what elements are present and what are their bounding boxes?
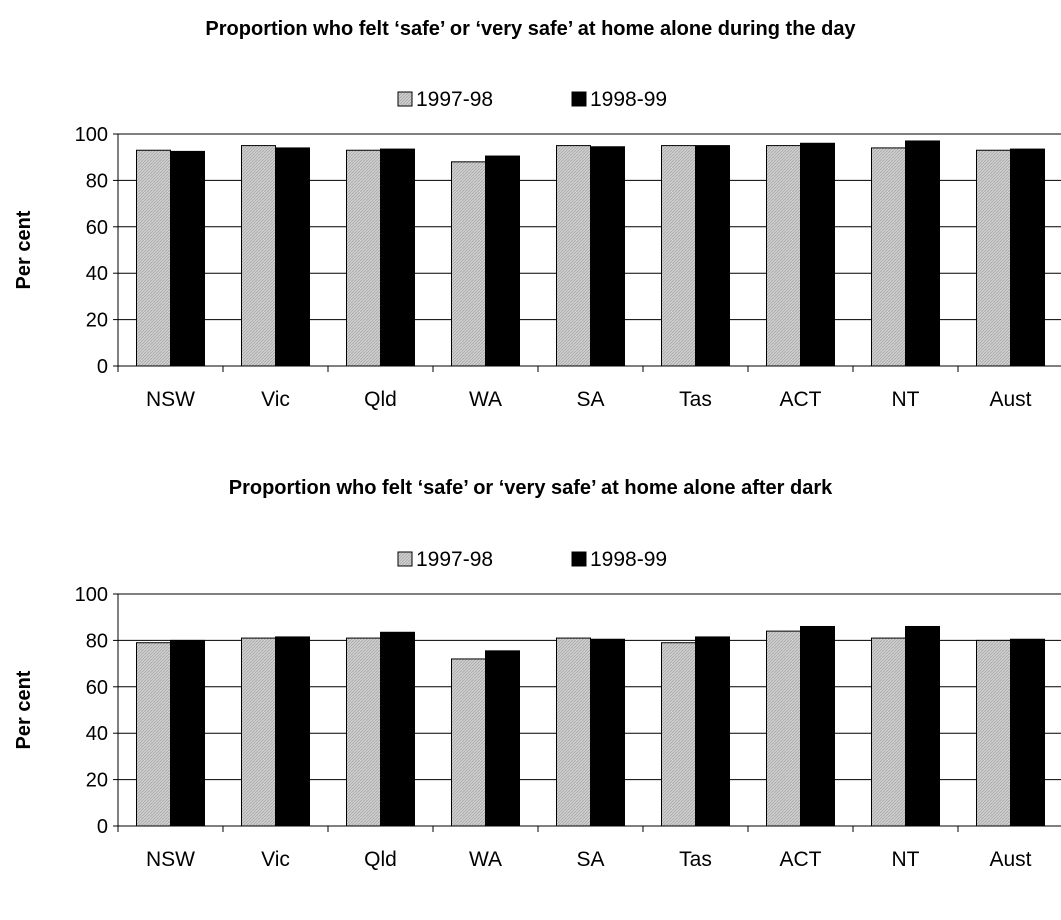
y-tick-label: 20: [86, 310, 108, 332]
y-axis-title: Per cent: [13, 210, 35, 289]
bar-WA-1997-98: [451, 658, 486, 827]
bar-NSW-1997-98: [136, 149, 171, 367]
legend-label: 1998-99: [590, 88, 667, 111]
bar-Qld-1997-98: [346, 637, 381, 827]
y-tick-label: 100: [75, 584, 108, 606]
bar-Vic-1998-99: [275, 636, 310, 827]
bar-Tas-1997-98: [661, 145, 696, 367]
chart-dark: 1997-98 1998-99 0 20 40 60 80 100 Per cent NSW Vic…: [13, 548, 1061, 871]
bar-Qld-1998-99: [380, 148, 415, 367]
bar-Tas-1998-99: [695, 636, 730, 827]
bar-WA-1998-99: [485, 650, 520, 827]
bar-Tas-1997-98: [661, 642, 696, 827]
bar-Aust-1998-99: [1010, 638, 1045, 827]
x-tick-label: Qld: [364, 388, 397, 411]
y-tick-label: 40: [86, 723, 108, 745]
legend-label: 1997-98: [416, 88, 493, 111]
bar-SA-1997-98: [556, 637, 591, 827]
legend: 1997-98 1998-99: [397, 88, 667, 111]
y-tick-label: 100: [75, 124, 108, 146]
bar-NSW-1998-99: [170, 639, 205, 827]
y-tick-label: 0: [97, 816, 108, 838]
legend-label: 1998-99: [590, 548, 667, 571]
x-tick-label: NT: [892, 848, 920, 871]
bar-ACT-1998-99: [800, 625, 835, 827]
x-tick-label: ACT: [780, 388, 822, 411]
x-tick-label: Qld: [364, 848, 397, 871]
y-tick-label: 80: [86, 170, 108, 192]
chart-title-day: Proportion who felt ‘safe’ or ‘very safe…: [205, 18, 856, 40]
bar-Vic-1998-99: [275, 147, 310, 367]
chart-title-dark: Proportion who felt ‘safe’ or ‘very safe…: [228, 477, 833, 499]
bar-NT-1997-98: [871, 637, 906, 827]
x-tick-label: Vic: [261, 388, 290, 411]
bar-SA-1998-99: [590, 638, 625, 827]
legend: 1997-98 1998-99: [397, 548, 667, 571]
x-tick-label: NT: [892, 388, 920, 411]
x-tick-label: Aust: [989, 848, 1031, 871]
bar-SA-1997-98: [556, 145, 591, 367]
chart-day: 1997-98 1998-99 0 20 40 60 80 100 Per cent NSW Vic…: [13, 88, 1061, 411]
bar-Vic-1997-98: [241, 145, 276, 367]
legend-swatch-1997-98: [397, 551, 413, 567]
x-tick-label: NSW: [146, 388, 195, 411]
x-tick-label: WA: [469, 388, 502, 411]
bar-NSW-1998-99: [170, 150, 205, 367]
bar-WA-1997-98: [451, 161, 486, 367]
bar-Aust-1997-98: [976, 149, 1011, 367]
x-tick-label: SA: [576, 848, 604, 871]
bar-Qld-1998-99: [380, 631, 415, 827]
bar-NT-1998-99: [905, 140, 940, 367]
x-tick-label: SA: [576, 388, 604, 411]
y-axis-title: Per cent: [13, 670, 35, 749]
bar-Aust-1997-98: [976, 639, 1011, 827]
y-tick-label: 80: [86, 630, 108, 652]
legend-swatch-1998-99: [571, 91, 587, 107]
y-tick-label: 60: [86, 217, 108, 239]
y-tick-label: 40: [86, 263, 108, 285]
x-tick-label: ACT: [780, 848, 822, 871]
x-tick-label: Tas: [679, 848, 712, 871]
legend-swatch-1997-98: [397, 91, 413, 107]
bar-SA-1998-99: [590, 146, 625, 367]
bar-Vic-1997-98: [241, 637, 276, 827]
legend-swatch-1998-99: [571, 551, 587, 567]
x-tick-label: Vic: [261, 848, 290, 871]
bar-Tas-1998-99: [695, 145, 730, 367]
bar-ACT-1998-99: [800, 142, 835, 367]
bar-Qld-1997-98: [346, 149, 381, 367]
x-tick-label: NSW: [146, 848, 195, 871]
y-tick-label: 60: [86, 677, 108, 699]
bar-NT-1997-98: [871, 147, 906, 367]
bar-NT-1998-99: [905, 625, 940, 827]
bar-WA-1998-99: [485, 155, 520, 367]
y-tick-label: 20: [86, 770, 108, 792]
y-tick-label: 0: [97, 356, 108, 378]
x-tick-label: Aust: [989, 388, 1031, 411]
bar-ACT-1997-98: [766, 145, 801, 367]
bar-Aust-1998-99: [1010, 148, 1045, 367]
bar-NSW-1997-98: [136, 642, 171, 827]
x-tick-label: Tas: [679, 388, 712, 411]
x-tick-label: WA: [469, 848, 502, 871]
bar-ACT-1997-98: [766, 630, 801, 827]
legend-label: 1997-98: [416, 548, 493, 571]
